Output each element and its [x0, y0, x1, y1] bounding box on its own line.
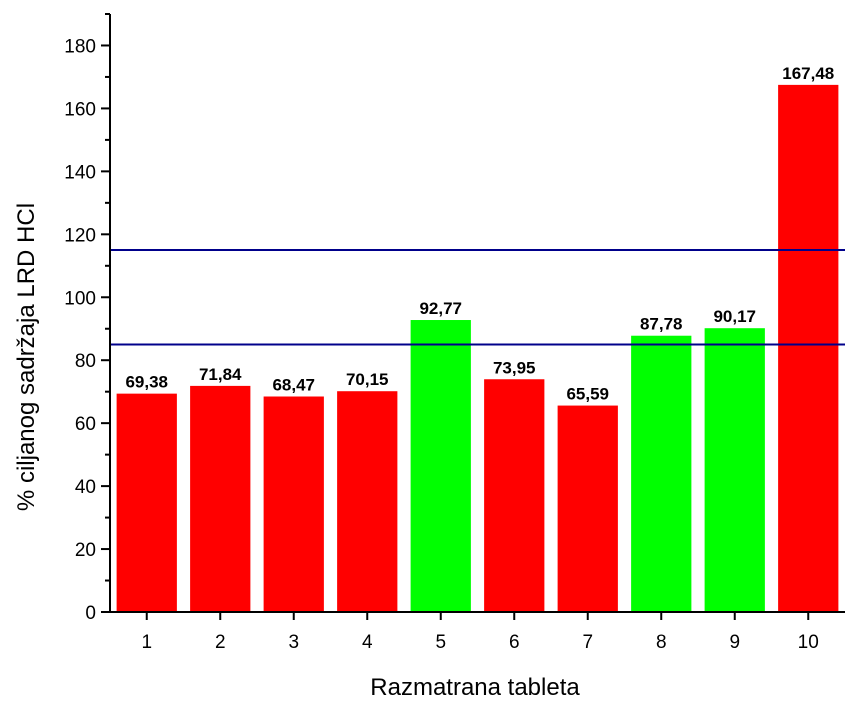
plot-area: 69,38 71,84 68,47 70,15 92,77 73,95 65,59 87,78…	[64, 13, 845, 653]
x-tick-label-5: 5	[435, 632, 446, 653]
data-label-6: 73,95	[493, 358, 536, 377]
bar-3	[263, 396, 324, 612]
y-tick-label-20: 20	[75, 540, 96, 561]
y-tick-label-140: 140	[64, 162, 96, 183]
bar-7	[557, 405, 618, 612]
x-tick-label-7: 7	[582, 632, 593, 653]
y-tick-label-120: 120	[64, 225, 96, 246]
bar-8	[631, 335, 692, 612]
data-label-10: 167,48	[782, 64, 834, 83]
y-tick-label-40: 40	[75, 477, 96, 498]
y-axis-title: % ciljanog sadržaja LRD HCl	[13, 203, 40, 511]
x-tick-label-4: 4	[362, 632, 373, 653]
x-tick-label-8: 8	[656, 632, 667, 653]
bar-4	[337, 391, 398, 612]
data-label-3: 68,47	[272, 375, 315, 394]
y-tick-label-60: 60	[75, 414, 96, 435]
x-tick-label-2: 2	[215, 632, 226, 653]
bar-2	[190, 385, 251, 612]
data-label-7: 65,59	[566, 385, 609, 404]
y-tick-label-180: 180	[64, 36, 96, 57]
data-label-8: 87,78	[640, 315, 683, 334]
y-tick-label-100: 100	[64, 288, 96, 309]
data-label-5: 92,77	[419, 299, 462, 318]
x-tick-label-1: 1	[141, 632, 152, 653]
bar-9	[704, 328, 765, 612]
x-tick-label-6: 6	[509, 632, 520, 653]
x-tick-label-3: 3	[288, 632, 299, 653]
bar-10	[778, 84, 839, 613]
x-axis-title: Razmatrana tableta	[370, 674, 580, 701]
bar-6	[484, 379, 545, 612]
y-tick-label-80: 80	[75, 351, 96, 372]
data-label-4: 70,15	[346, 370, 389, 389]
data-label-1: 69,38	[125, 373, 168, 392]
bar-5	[410, 320, 471, 612]
y-tick-label-160: 160	[64, 99, 96, 120]
x-tick-label-9: 9	[729, 632, 740, 653]
x-tick-label-10: 10	[798, 632, 819, 653]
bar-1	[116, 393, 177, 612]
y-tick-label-0: 0	[85, 603, 96, 624]
data-label-9: 90,17	[713, 307, 756, 326]
data-label-2: 71,84	[199, 365, 242, 384]
